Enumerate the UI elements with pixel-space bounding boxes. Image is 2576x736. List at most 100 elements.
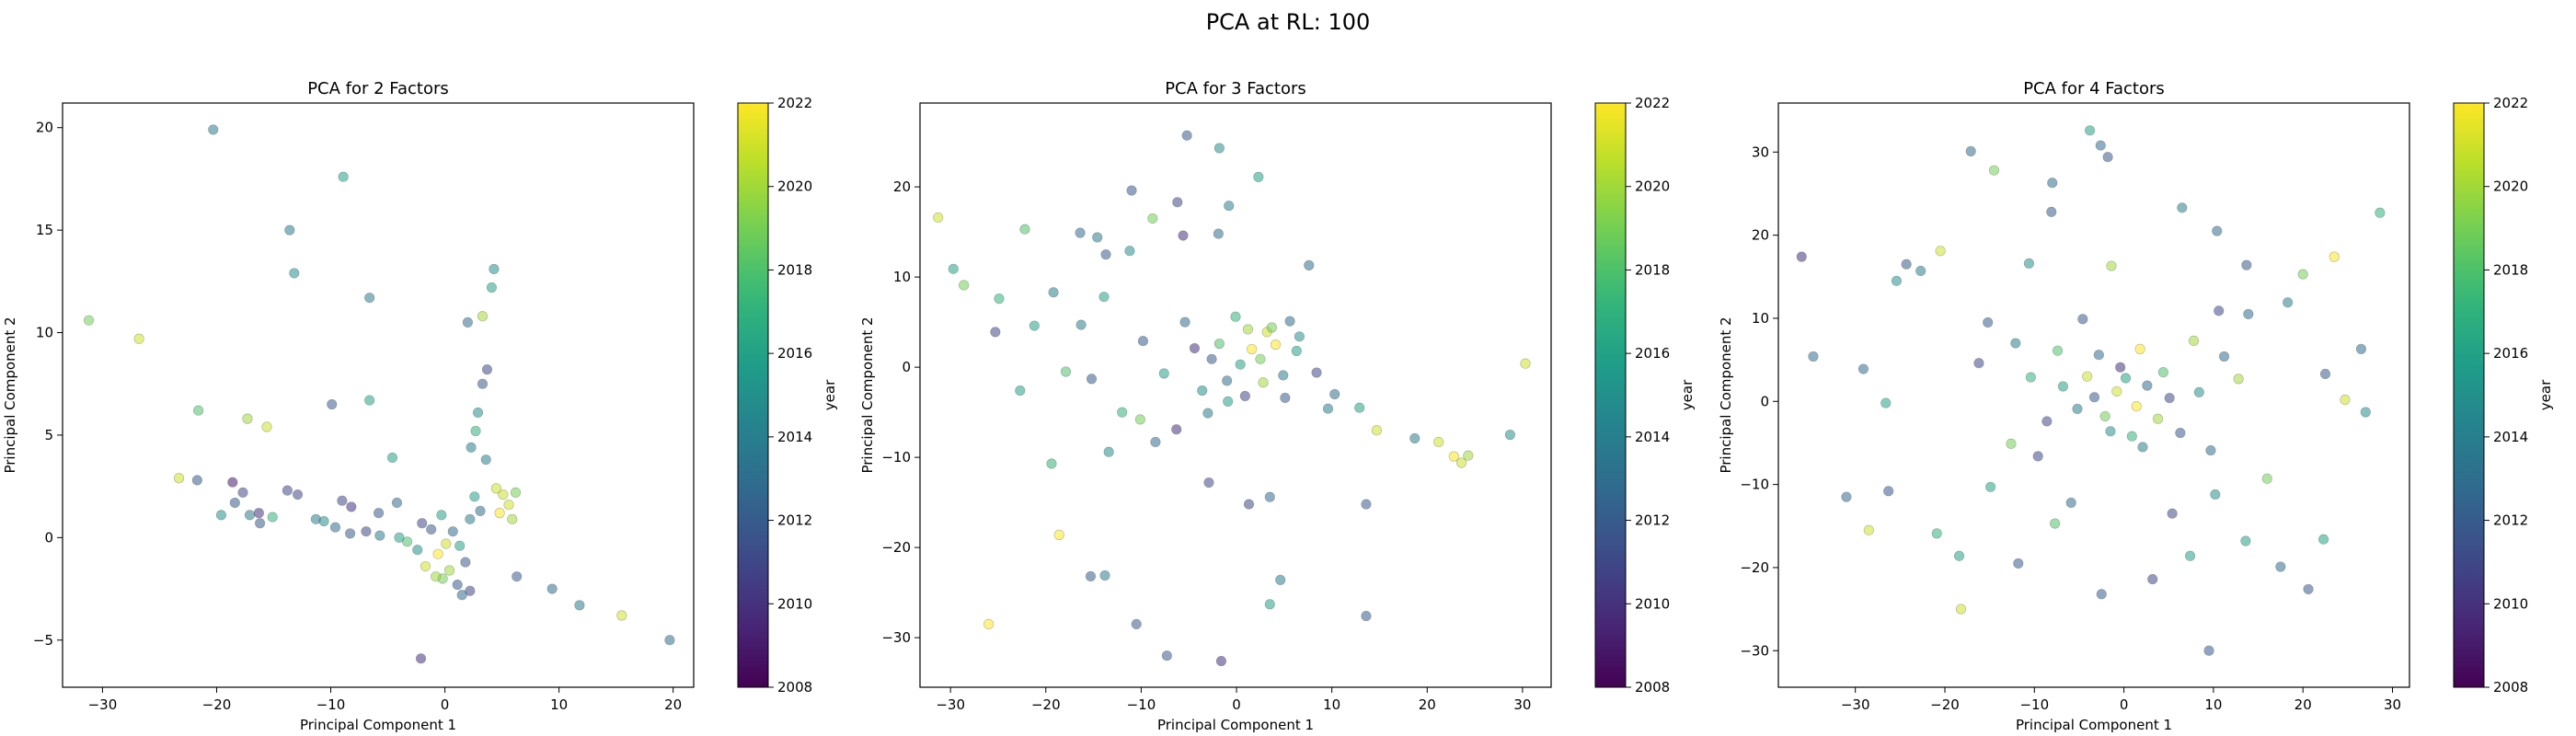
x-tick-label: −10: [1127, 696, 1156, 713]
scatter-point: [616, 610, 627, 621]
scatter-point: [2185, 550, 2196, 561]
scatter-point: [2329, 251, 2340, 262]
scatter-point: [2099, 410, 2110, 422]
scatter-point: [1131, 618, 1142, 630]
scatter-point: [282, 485, 293, 496]
scatter-point: [2095, 140, 2106, 151]
colorbar-tick-label: 2022: [777, 95, 812, 111]
scatter-point: [242, 413, 253, 424]
scatter-point: [2115, 362, 2126, 373]
scatter-point: [2233, 374, 2244, 385]
colorbar-tick-label: 2008: [1635, 679, 1670, 696]
colorbar-tick-label: 2008: [2493, 679, 2528, 696]
scatter-point: [948, 263, 959, 274]
x-tick-label: 0: [1232, 696, 1241, 713]
scatter-point: [1189, 342, 1201, 354]
scatter-point: [1258, 377, 1269, 388]
scatter-point: [244, 510, 256, 521]
scatter-point: [2152, 413, 2164, 424]
scatter-point: [2013, 558, 2024, 569]
scatter-point: [2218, 351, 2230, 362]
x-axis-label: Principal Component 1: [1157, 717, 1314, 733]
colorbar-tick-label: 2016: [777, 345, 812, 362]
scatter-point: [1235, 359, 1246, 370]
y-tick-label: −10: [1740, 477, 1769, 493]
scatter-point: [2057, 381, 2069, 392]
points-layer: [83, 124, 675, 664]
x-tick-label: 0: [441, 696, 450, 713]
scatter-point: [1158, 368, 1169, 379]
scatter-point: [1955, 604, 1967, 615]
scatter-point: [486, 282, 498, 293]
scatter-panel-3-factors: PCA for 3 Factors −30 −20 −10 0 10 20 30 −30 −20 −…: [859, 79, 1696, 733]
scatter-point: [1988, 165, 2000, 176]
scatter-point: [1371, 425, 1382, 436]
points-layer: [933, 130, 1531, 667]
scatter-point: [2111, 385, 2122, 397]
x-tick-label: −10: [316, 696, 346, 713]
scatter-point: [2010, 338, 2021, 349]
colorbar-label: year: [822, 379, 838, 410]
y-tick-label: 15: [36, 222, 53, 238]
scatter-point: [2193, 386, 2204, 397]
scatter-point: [1206, 353, 1217, 364]
scatter-point: [1213, 228, 1224, 239]
scatter-point: [1264, 491, 1275, 502]
scatter-point: [1222, 375, 1233, 386]
scatter-point: [2297, 269, 2308, 280]
scatter-point: [1243, 499, 1255, 510]
scatter-point: [2375, 207, 2386, 218]
y-tick-label: 10: [893, 269, 911, 285]
scatter-point: [447, 526, 458, 537]
scatter-point: [193, 405, 204, 416]
x-tick-label: −20: [202, 696, 232, 713]
scatter-point: [253, 508, 264, 519]
colorbar-tick-label: 2014: [2493, 429, 2528, 445]
x-tick-label: −20: [1031, 696, 1061, 713]
y-tick-label: 0: [1760, 393, 1769, 409]
scatter-point: [1361, 610, 1372, 622]
scatter-point: [267, 512, 278, 523]
colorbar-tick-label: 2008: [777, 679, 812, 696]
colorbar-tick-label: 2022: [2493, 95, 2528, 111]
scatter-panel-4-factors: PCA for 4 Factors −30 −20 −10 0 10 20 30 −30 −20 −…: [1718, 79, 2554, 733]
scatter-point: [477, 378, 489, 389]
scatter-point: [2142, 380, 2153, 391]
scatter-point: [1322, 403, 1334, 414]
scatter-point: [2023, 258, 2035, 269]
scatter-point: [208, 124, 219, 135]
y-tick-label: −30: [1740, 642, 1769, 659]
scatter-point: [512, 571, 523, 582]
scatter-point: [2167, 508, 2178, 519]
scatter-point: [426, 523, 437, 535]
scatter-point: [2085, 125, 2096, 136]
scatter-point: [2243, 308, 2254, 320]
scatter-point: [1278, 370, 1289, 381]
colorbar-tick-label: 2016: [1635, 345, 1670, 362]
scatter-point: [1171, 424, 1182, 435]
scatter-point: [2032, 451, 2043, 462]
y-tick-label: −10: [881, 449, 911, 466]
scatter-point: [1915, 265, 1926, 277]
scatter-point: [402, 536, 413, 547]
scatter-point: [1048, 287, 1059, 298]
scatter-point: [1863, 524, 1874, 535]
y-tick-label: 30: [1752, 144, 1769, 160]
scatter-point: [1304, 259, 1315, 270]
scatter-point: [1841, 491, 1852, 502]
scatter-point: [386, 452, 398, 464]
scatter-point: [1053, 529, 1064, 540]
axes-frame: [1777, 102, 2410, 688]
colorbar-tick-label: 2018: [2493, 261, 2528, 278]
scatter-point: [2102, 152, 2113, 163]
scatter-point: [2047, 178, 2058, 189]
scatter-point: [2175, 427, 2186, 439]
scatter-point: [469, 491, 480, 502]
scatter-point: [2093, 350, 2104, 361]
scatter-point: [1019, 224, 1030, 235]
scatter-point: [443, 565, 455, 576]
colorbar-tick-label: 2010: [1635, 595, 1670, 612]
scatter-point: [983, 618, 995, 630]
scatter-point: [1935, 246, 1946, 257]
y-tick-label: 5: [44, 427, 53, 443]
